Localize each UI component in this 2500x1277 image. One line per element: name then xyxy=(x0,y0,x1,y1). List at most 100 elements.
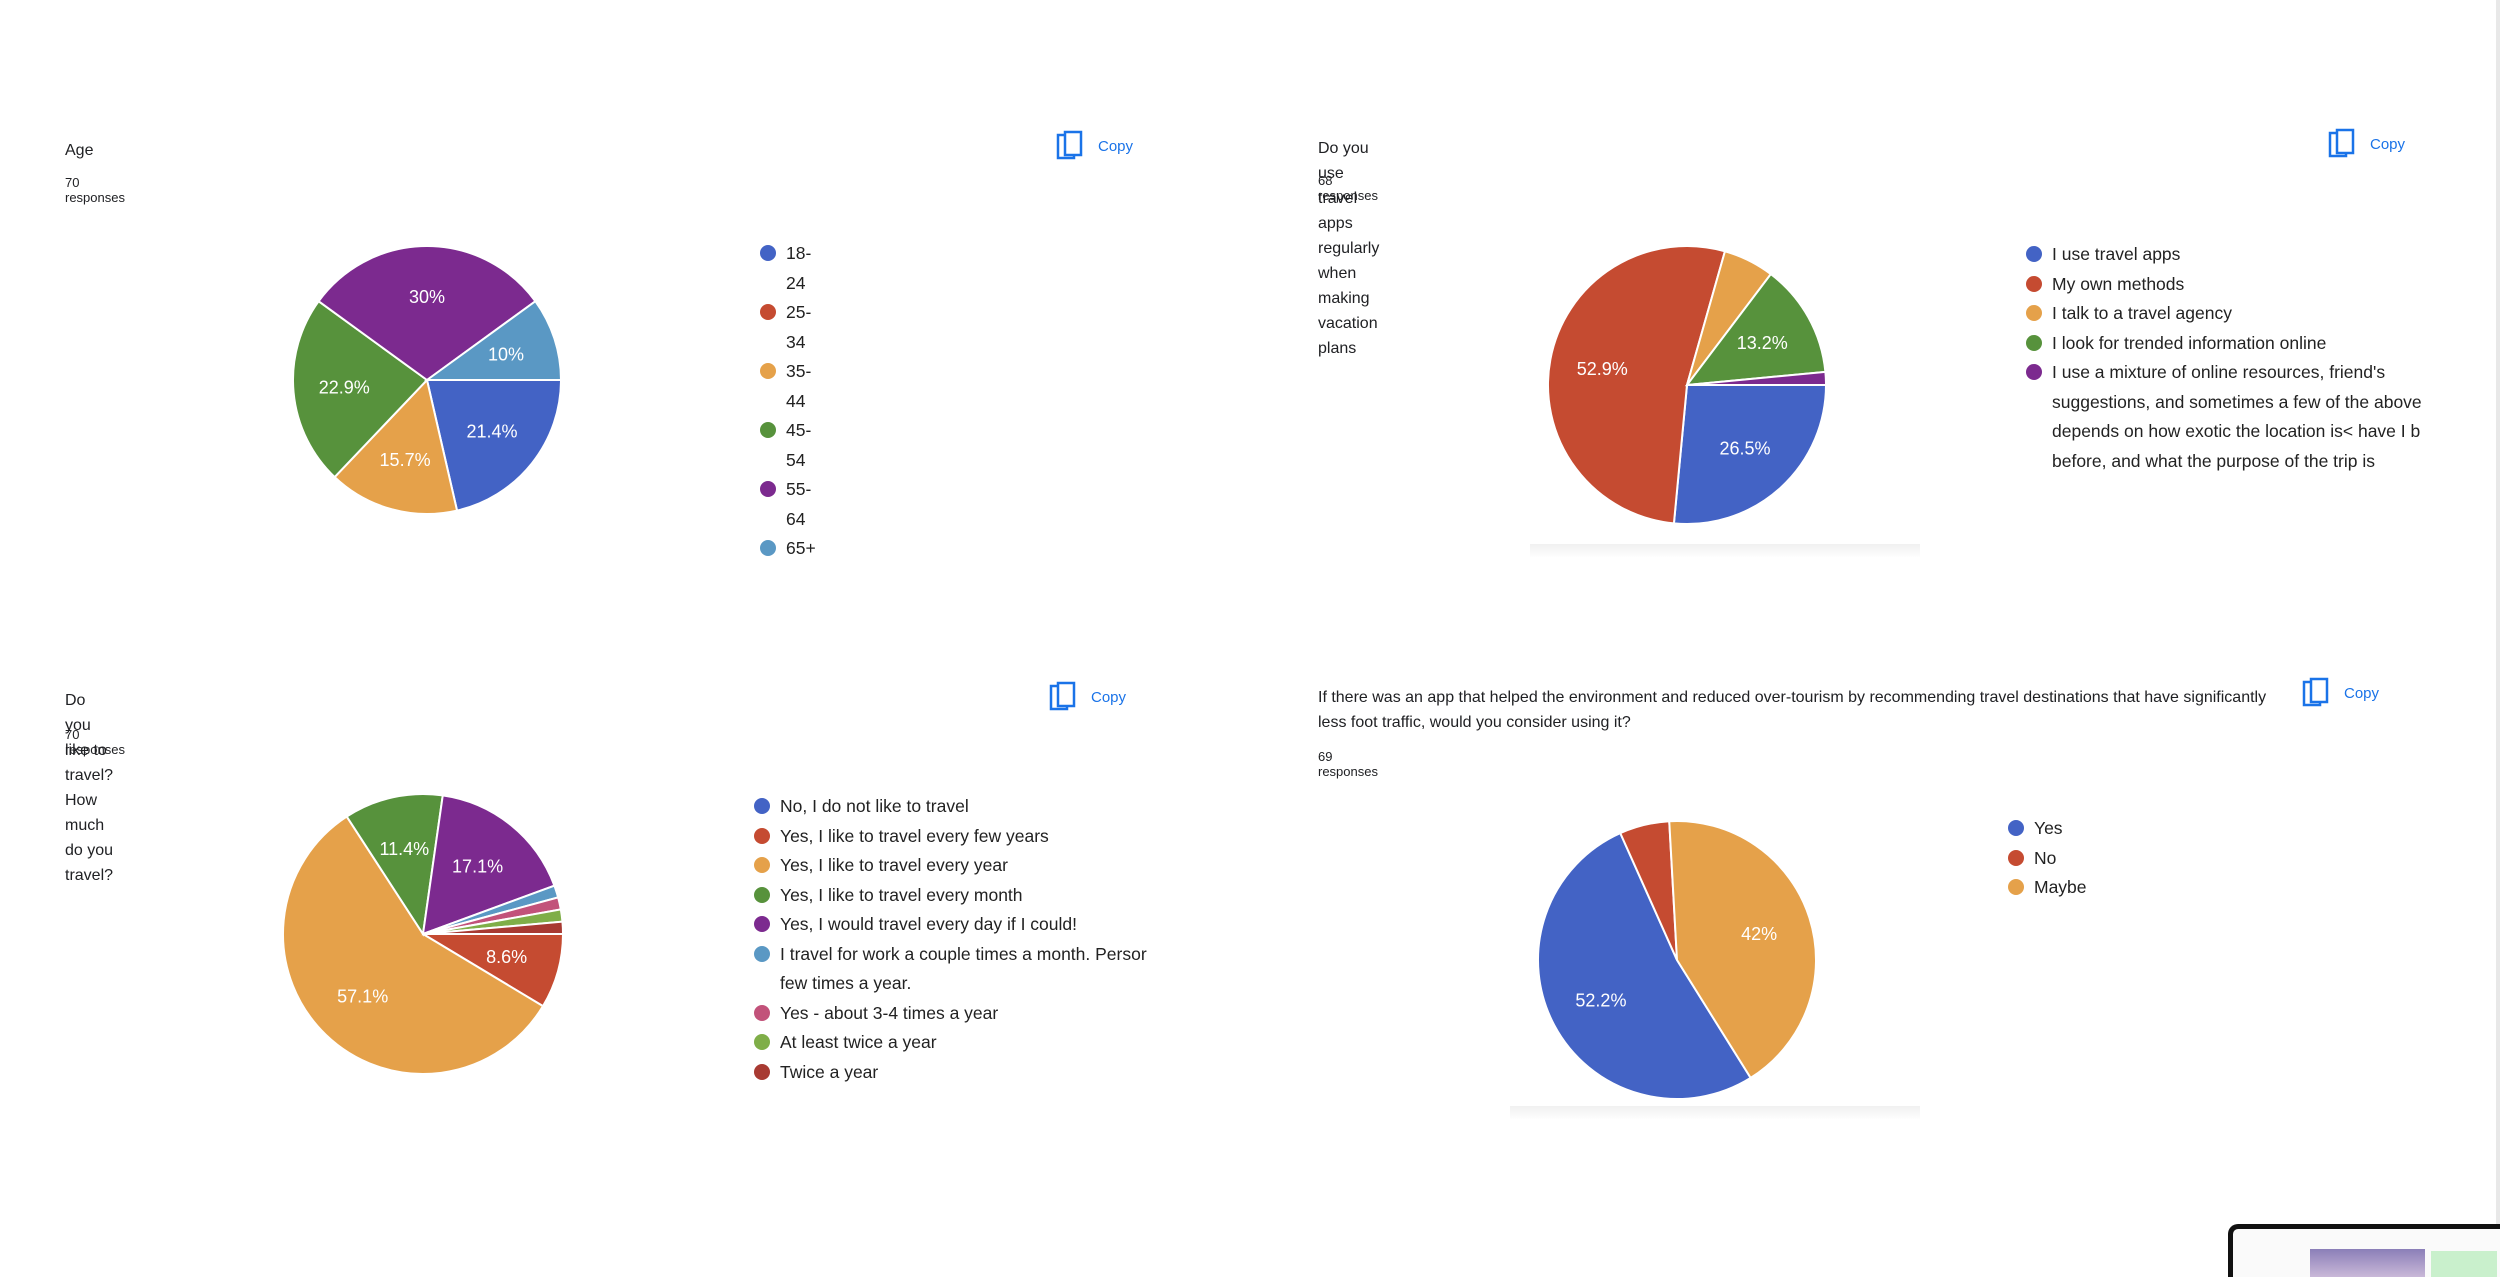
legend-item: I use travel apps xyxy=(2026,240,2440,270)
pie-slice-label: 57.1% xyxy=(337,986,388,1006)
legend-swatch xyxy=(2026,305,2042,321)
chart-legend: I use travel apps My own methods I talk to… xyxy=(2026,240,2440,476)
legend-swatch xyxy=(754,798,770,814)
pie-slice-label: 26.5% xyxy=(1719,439,1770,459)
legend-swatch xyxy=(760,363,776,379)
pie-slice xyxy=(421,794,556,936)
pie-slice-label: 30% xyxy=(409,287,445,307)
legend-swatch xyxy=(754,1034,770,1050)
legend-label: Yes, I like to travel every few years xyxy=(780,825,1049,846)
legend-item: At least twice a year xyxy=(754,1028,1174,1058)
legend-item: I talk to a travel agency xyxy=(2026,299,2440,329)
legend-item: Yes, I like to travel every few years xyxy=(754,822,1174,852)
copy-icon xyxy=(2302,677,2329,707)
pie-slice xyxy=(422,908,564,935)
copy-button[interactable]: Copy xyxy=(1049,681,1126,713)
pie-slice-label: 17.1% xyxy=(452,857,503,877)
legend-swatch xyxy=(2026,364,2042,380)
legend-swatch xyxy=(2026,246,2042,262)
legend-label: At least twice a year xyxy=(780,1032,937,1052)
legend-item: Yes, I would travel every day if I could… xyxy=(754,910,1174,940)
pie-slice xyxy=(1618,820,1678,961)
chart-title: If there was an app that helped the envi… xyxy=(1318,689,2267,731)
pie-slice-label: 52.9% xyxy=(1577,359,1628,379)
copy-label: Copy xyxy=(1091,688,1127,706)
pie-slice-label: 8.6% xyxy=(486,947,527,967)
legend-label: Yes xyxy=(2034,818,2063,838)
copy-button[interactable]: Copy xyxy=(1056,130,1133,162)
pie-slice xyxy=(282,815,545,1075)
pie-slice xyxy=(1686,370,1828,386)
legend-label: No, I do not like to travel xyxy=(780,796,969,816)
legend-item: I look for trended information online xyxy=(2026,329,2440,359)
pie-slice-label: 15.7% xyxy=(380,450,431,470)
legend-label: Maybe xyxy=(2034,877,2087,897)
pie-slice-label: 42% xyxy=(1741,924,1777,944)
chart-legend: No, I do not like to travel Yes, I like t… xyxy=(754,792,1174,1087)
pie-slice xyxy=(1672,384,1828,525)
pie-slice xyxy=(1668,820,1817,1080)
legend-item: Twice a year xyxy=(754,1058,1174,1088)
legend-item: No, I do not like to travel xyxy=(754,792,1174,822)
legend-swatch xyxy=(754,945,770,962)
legend-label: Yes, I like to travel every month xyxy=(780,884,1023,905)
copy-label: Copy xyxy=(1098,137,1134,155)
pie-slice-label: 13.2% xyxy=(1737,333,1788,353)
legend-swatch xyxy=(2026,275,2042,292)
copy-label: Copy xyxy=(2344,684,2380,702)
legend-label: Twice a year xyxy=(780,1061,879,1082)
legend-item: 45-54 xyxy=(760,416,816,475)
copy-button[interactable]: Copy xyxy=(2328,128,2405,160)
pie-slice xyxy=(419,933,565,1008)
legend-swatch xyxy=(754,886,770,903)
legend-item: Yes, I like to travel every year xyxy=(754,851,1174,881)
legend-label: I travel for work a couple times a month… xyxy=(780,943,1147,994)
legend-item: Maybe xyxy=(2008,873,2087,903)
copy-icon xyxy=(1056,130,1083,160)
chart-title: Age xyxy=(65,142,94,159)
legend-item: 18-24 xyxy=(760,239,816,298)
legend-label: No xyxy=(2034,847,2057,868)
pie-slice xyxy=(422,896,562,935)
legend-swatch xyxy=(760,540,776,556)
legend-label: 35-44 xyxy=(786,361,812,411)
legend-swatch xyxy=(754,857,770,873)
response-count: 69 responses xyxy=(1318,749,1378,779)
pie-slice xyxy=(292,299,429,479)
legend-label: Yes - about 3-4 times a year xyxy=(780,1002,999,1023)
pie-slice-label: 22.9% xyxy=(319,378,370,398)
window-edge xyxy=(2496,0,2500,1277)
legend-label: I use a mixture of online resources, fri… xyxy=(2052,362,2422,471)
legend-item: I use a mixture of online resources, fri… xyxy=(2026,358,2440,476)
chart-legend: 18-24 25-34 35-44 45-54 55-64 65+ xyxy=(760,239,816,564)
legend-label: 65+ xyxy=(786,538,816,558)
copy-icon xyxy=(1049,681,1076,711)
copy-label: Copy xyxy=(2370,135,2406,153)
legend-item: 35-44 xyxy=(760,357,816,416)
legend-item: I travel for work a couple times a month… xyxy=(754,940,1174,999)
legend-swatch xyxy=(2026,334,2042,351)
pie-slice xyxy=(345,793,444,937)
legend-item: No xyxy=(2008,844,2087,874)
legend-label: I use travel apps xyxy=(2052,244,2181,264)
copy-button[interactable]: Copy xyxy=(2302,677,2379,709)
pie-slice xyxy=(422,884,560,935)
legend-label: Yes, I like to travel every year xyxy=(780,855,1008,875)
legend-item: 25-34 xyxy=(760,298,816,357)
legend-item: 65+ xyxy=(760,534,816,564)
pie-slice-label: 21.4% xyxy=(466,422,517,442)
thumbnail-note xyxy=(2431,1251,2497,1277)
legend-label: 45-54 xyxy=(786,420,812,470)
copy-icon xyxy=(2328,128,2355,158)
legend-swatch xyxy=(2008,849,2024,866)
legend-swatch xyxy=(2008,820,2024,836)
legend-swatch xyxy=(760,245,776,261)
response-count: 70 responses xyxy=(65,727,125,757)
legend-item: 55-64 xyxy=(760,475,816,534)
legend-swatch xyxy=(760,481,776,497)
screenshot-thumbnail[interactable] xyxy=(2228,1224,2500,1277)
